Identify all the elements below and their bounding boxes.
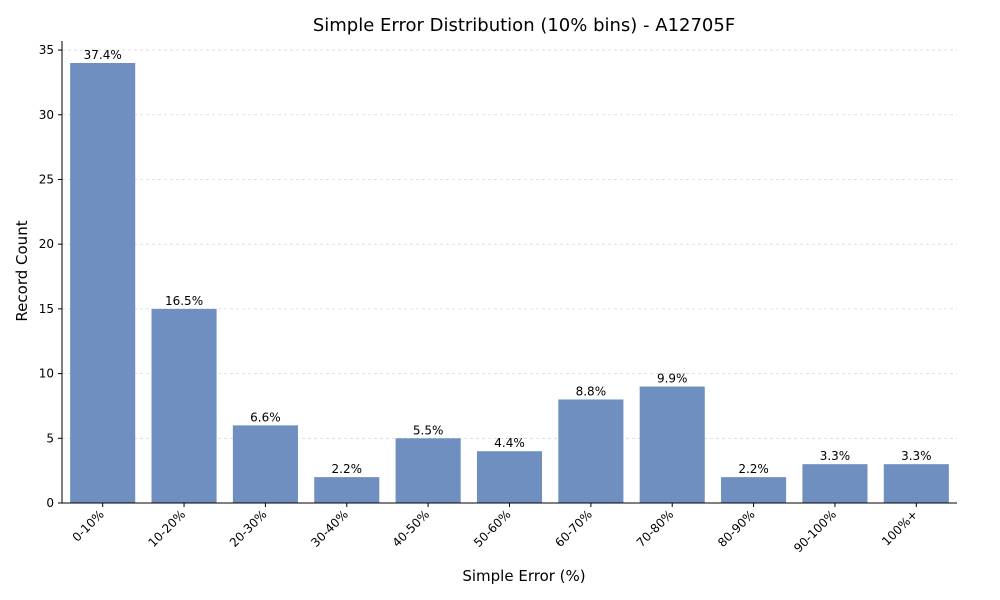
bar-30-40% [314,477,380,503]
bar-0-10% [70,63,136,503]
x-tick-label: 60-70% [552,507,595,550]
bars [70,63,949,503]
bar-data-label: 3.3% [901,449,932,463]
x-tick-label: 20-30% [227,507,270,550]
x-tick-label: 40-50% [390,507,433,550]
x-tick-label: 80-90% [715,507,758,550]
y-axis-ticks: 0 5 10 15 20 25 30 35 [39,43,62,510]
chart-title: Simple Error Distribution (10% bins) - A… [313,15,735,36]
bar-100%+ [883,464,949,503]
x-axis-ticks: 0-10% 10-20% 20-30% 30-40% 40-50% 50-60% 60-70… [70,503,920,555]
y-axis-label: Record Count [13,220,31,321]
bar-data-label: 6.6% [250,410,281,424]
y-tick-label: 35 [39,43,54,57]
grid [62,49,957,439]
x-tick-label: 30-40% [308,507,351,550]
bar-90-100% [802,464,868,503]
y-tick-label: 0 [46,496,54,510]
bar-data-label: 4.4% [494,436,525,450]
x-tick-label: 10-20% [146,507,189,550]
bar-data-label: 5.5% [413,423,444,437]
bar-data-label: 16.5% [165,294,203,308]
bar-20-30% [232,425,298,503]
bar-data-label: 2.2% [332,462,363,476]
bar-data-label: 37.4% [84,48,122,62]
x-tick-label: 100%+ [879,507,920,548]
y-tick-label: 30 [39,108,54,122]
bar-80-90% [721,477,787,503]
bar-data-label: 8.8% [576,384,607,398]
y-tick-label: 10 [39,367,54,381]
bar-70-80% [639,386,705,503]
bar-60-70% [558,399,624,503]
x-tick-label: 50-60% [471,507,514,550]
x-tick-label: 70-80% [634,507,677,550]
bar-10-20% [151,308,217,503]
bar-data-label: 9.9% [657,372,688,386]
y-tick-label: 25 [39,172,54,186]
bar-40-50% [395,438,461,503]
bar-50-60% [476,451,543,503]
y-tick-label: 20 [39,237,54,251]
y-tick-label: 5 [46,431,54,445]
bar-data-label: 3.3% [820,449,851,463]
x-tick-label: 0-10% [70,507,107,544]
data-labels: 37.4% 16.5% 6.6% 2.2% 5.5% 4.4% 8.8% 9.9% 2.2% 3.… [84,48,932,476]
y-tick-label: 15 [39,302,54,316]
x-tick-label: 90-100% [791,507,839,555]
bar-data-label: 2.2% [738,462,769,476]
x-axis-label: Simple Error (%) [462,567,585,585]
